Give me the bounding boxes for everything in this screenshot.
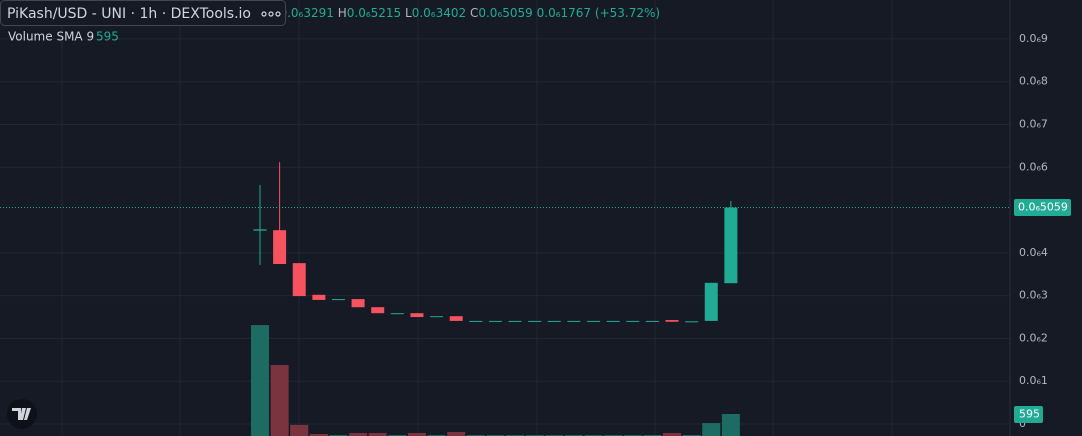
legend-letter: H bbox=[338, 6, 347, 20]
legend-change: 0.0₆1767 bbox=[537, 6, 591, 20]
candle-body bbox=[587, 320, 601, 322]
legend-value: 0.0₆3402 bbox=[412, 6, 466, 20]
y-tick-label: 0.0₆2 bbox=[1019, 331, 1048, 344]
candle-body bbox=[331, 299, 345, 301]
candle-body bbox=[273, 230, 287, 264]
candle-body bbox=[390, 313, 404, 315]
y-tick-label: 0.0₆7 bbox=[1019, 118, 1048, 131]
last-price-tag bbox=[1014, 199, 1071, 217]
legend-letter: L bbox=[405, 6, 412, 20]
candle-body bbox=[567, 320, 581, 322]
candle-body bbox=[449, 316, 463, 321]
y-tick-label: 0.0₆9 bbox=[1019, 32, 1048, 45]
volume-bar bbox=[290, 424, 309, 436]
candle-body bbox=[606, 320, 620, 322]
volume-bar bbox=[721, 413, 740, 436]
dot bbox=[268, 11, 274, 17]
volume-bar bbox=[368, 433, 387, 436]
ohlc-legend: O0.0₆3291 H0.0₆5215 L0.0₆3402 C0.0₆5059 … bbox=[270, 6, 660, 20]
more-icon[interactable] bbox=[261, 11, 281, 17]
legend-letter: C bbox=[470, 6, 478, 20]
symbol-title: PiKash/USD - UNI · 1h · DEXTools.io bbox=[7, 6, 251, 22]
y-tick-label: 0.0₆4 bbox=[1019, 246, 1048, 259]
volume-indicator-value: 595 bbox=[96, 30, 119, 44]
volume-bar bbox=[663, 433, 682, 436]
price-axis: 0 0.0₆1 0.0₆2 0.0₆3 0.0₆4 0.0₆6 0.0₆7 0.0₆8 0.0₆… bbox=[1014, 32, 1071, 430]
legend-value: 0.0₆5215 bbox=[347, 6, 401, 20]
candle-body bbox=[351, 299, 365, 308]
volume-indicator-label: Volume SMA 9 bbox=[8, 30, 94, 44]
candle-body bbox=[410, 313, 424, 318]
dot bbox=[261, 11, 267, 17]
candle-body bbox=[665, 320, 679, 322]
candle-body bbox=[685, 321, 699, 323]
candle-body bbox=[508, 320, 522, 322]
y-tick-label: 0.0₆8 bbox=[1019, 75, 1048, 88]
volume-bar bbox=[702, 423, 721, 436]
volume-bar bbox=[349, 433, 368, 436]
candle-body bbox=[645, 320, 659, 322]
legend-change-percent: (+53.72%) bbox=[595, 6, 660, 20]
dot bbox=[275, 11, 281, 17]
last-price-label: 0.0₆5059 bbox=[1018, 201, 1068, 214]
last-volume-label: 595 bbox=[1019, 407, 1040, 420]
y-tick-label: 0 bbox=[1019, 417, 1026, 430]
candle-body bbox=[430, 316, 444, 318]
legend-value: 0.0₆3291 bbox=[279, 6, 333, 20]
tv-logo[interactable] bbox=[7, 399, 37, 429]
volume-bar bbox=[309, 434, 328, 436]
volume-bar bbox=[270, 364, 289, 436]
y-tick-label: 0.0₆3 bbox=[1019, 289, 1048, 302]
candle-body bbox=[547, 320, 561, 322]
candle-body bbox=[312, 294, 326, 300]
candle-body bbox=[253, 229, 267, 231]
y-tick-label: 0.0₆1 bbox=[1019, 374, 1048, 387]
legend-value: 0.0₆5059 bbox=[478, 6, 532, 20]
candle-body bbox=[488, 320, 502, 322]
candle-body bbox=[704, 282, 718, 321]
candle-body bbox=[626, 320, 640, 322]
grid bbox=[0, 38, 1010, 425]
volume-bar bbox=[251, 325, 269, 436]
y-tick-label: 0.0₆6 bbox=[1019, 160, 1048, 173]
last-volume-tag bbox=[1014, 405, 1043, 423]
symbol-box[interactable] bbox=[0, 0, 286, 26]
volume-bar bbox=[407, 433, 426, 436]
candle-body bbox=[724, 207, 738, 284]
candle-body bbox=[528, 320, 542, 322]
vertical-grid bbox=[61, 0, 893, 436]
candle-body bbox=[469, 320, 483, 322]
logo-mark bbox=[12, 408, 31, 420]
candle-body bbox=[371, 307, 385, 314]
volume-bar bbox=[447, 432, 466, 436]
candle-body bbox=[292, 263, 306, 297]
